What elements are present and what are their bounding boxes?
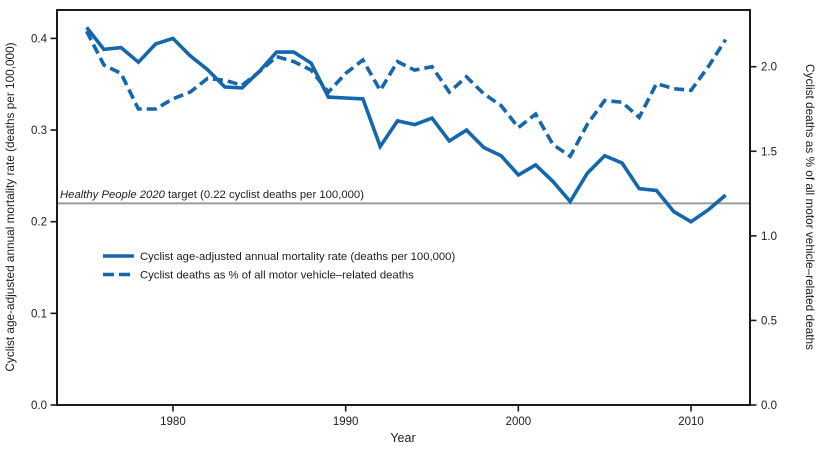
x-axis-tick-label-2010: 2010 (678, 416, 704, 428)
right-axis-tick-label-0.0: 0.0 (761, 400, 777, 412)
right-axis-tick-label-1.5: 1.5 (761, 146, 777, 158)
left-axis-tick-label-0.4: 0.4 (31, 33, 48, 45)
x-axis-title: Year (390, 431, 415, 445)
target-annotation-rest: target (0.22 cyclist deaths per 100,000) (165, 189, 364, 201)
left-axis-tick-label-0.1: 0.1 (31, 308, 47, 320)
right-axis-tick-label-1.0: 1.0 (761, 231, 777, 243)
target-annotation-italic: Healthy People 2020 (60, 189, 166, 201)
left-axis-title: Cyclist age-adjusted annual mortality ra… (3, 42, 17, 371)
left-axis-tick-label-0.2: 0.2 (31, 217, 47, 229)
x-axis-tick-label-1980: 1980 (160, 416, 186, 428)
axes-and-series-group: 0.0 0.1 0.2 0.3 0.4 0.0 0.5 1.0 1.5 2.0 1980 1990 20… (31, 26, 777, 428)
legend: Cyclist age-adjusted annual mortality ra… (103, 251, 455, 282)
left-axis-tick-label-0.0: 0.0 (31, 400, 47, 412)
x-axis-tick-label-2000: 2000 (506, 416, 532, 428)
right-axis-title: Cyclist deaths as % of all motor vehicle… (803, 64, 817, 350)
right-axis-tick-label-2.0: 2.0 (761, 62, 777, 74)
left-axis-tick-label-0.3: 0.3 (31, 125, 47, 137)
plot-frame (56, 9, 751, 406)
target-annotation: Healthy People 2020 target (0.22 cyclist… (60, 189, 364, 201)
x-axis-tick-label-1990: 1990 (333, 416, 359, 428)
mortality-rate-line (85, 26, 727, 224)
right-axis-tick-label-0.5: 0.5 (761, 315, 777, 327)
pct-motor-vehicle-deaths-line (84, 30, 728, 159)
legend-label-mortality-rate: Cyclist age-adjusted annual mortality ra… (140, 251, 455, 263)
legend-label-pct-deaths: Cyclist deaths as % of all motor vehicle… (140, 270, 414, 282)
